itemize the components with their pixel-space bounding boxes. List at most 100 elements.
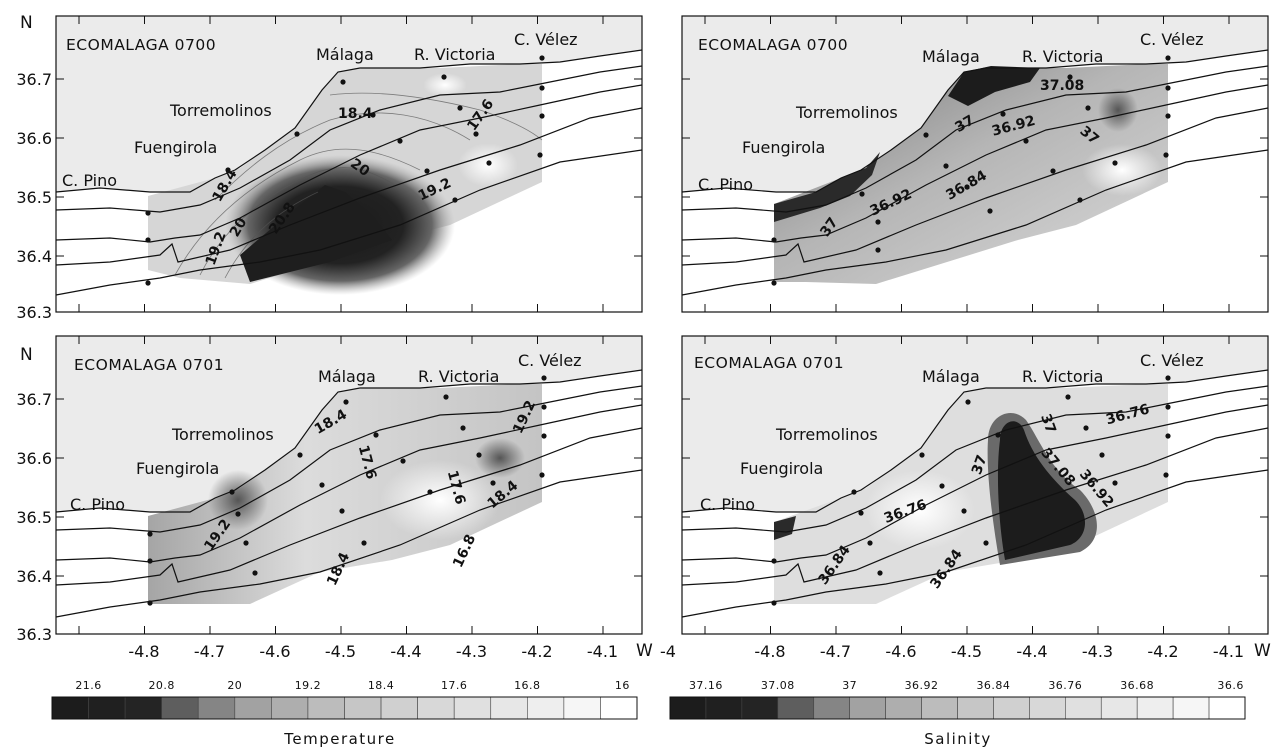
colorbar-title-temperature: Temperature <box>283 730 396 748</box>
lat-tick-label: 36.7 <box>16 390 52 409</box>
colorbar-swatch <box>197 696 236 720</box>
place-label-malaga: Málaga <box>922 47 980 66</box>
panel-frame <box>55 15 643 313</box>
lon-tick-label: -4.6 <box>259 642 290 661</box>
colorbar-swatch <box>957 696 994 720</box>
west-label-right: W <box>1254 641 1271 661</box>
colorbar-salinity: 37.16 37.08 37 36.92 36.84 36.76 36.68 36.6 <box>669 679 1246 720</box>
lat-tick-label: 36.5 <box>16 188 52 207</box>
lon-tick-label: -4.4 <box>390 642 421 661</box>
place-label-torremolinos: Torremolinos <box>169 101 272 120</box>
colorbar-frame <box>669 696 1246 720</box>
lon-tick-label: -4.6 <box>885 642 916 661</box>
panel-frame <box>55 335 643 635</box>
panel-temp-0701: ECOMALAGA 0701 Málaga R. Victoria C. Vél… <box>55 335 643 635</box>
contour-label: 37 <box>969 453 991 477</box>
lon-tick-label: -4.7 <box>194 642 225 661</box>
colorbar-swatch <box>380 696 418 720</box>
colorbar-swatch <box>1029 696 1066 720</box>
lat-tick-label: 36.6 <box>16 129 52 148</box>
colorbar-tick-label: 36.84 <box>976 679 1010 692</box>
colorbar-tick-label: 36.76 <box>1048 679 1082 692</box>
panel-frame <box>681 335 1269 635</box>
isobaths <box>681 369 1269 618</box>
place-label-rincon-victoria: R. Victoria <box>1022 47 1103 66</box>
high-salinity-core <box>948 66 1040 106</box>
colorbar-temperature: 21.6 20.8 20 19.2 18.4 17.6 16.8 16 <box>51 679 638 720</box>
colorbar-frame <box>51 696 638 720</box>
place-label-rincon-victoria: R. Victoria <box>414 45 495 64</box>
colorbar-tick-label: 36.92 <box>905 679 939 692</box>
panel-title: ECOMALAGA 0700 <box>66 36 216 54</box>
north-label-bottom: N <box>20 345 33 365</box>
west-label-left: W <box>636 641 653 661</box>
high-salinity-core <box>997 421 1086 560</box>
colorbar-swatch <box>669 696 707 720</box>
place-label-fuengirola: Fuengirola <box>740 459 823 478</box>
colorbar-swatch <box>124 696 162 720</box>
stations <box>145 55 545 286</box>
place-label-malaga: Málaga <box>922 367 980 386</box>
axes: 36.7 36.7 36.6 36.6 36.5 36.5 36.4 36.4 36.3 36.3… <box>16 16 1268 661</box>
colorbar-swatch <box>777 696 815 720</box>
lat-tick-label: 36.5 <box>16 508 52 527</box>
place-label-cabo-pino: C. Pino <box>700 495 755 514</box>
lon-tick-label: -4.8 <box>754 642 785 661</box>
colorbar-swatch <box>51 696 89 720</box>
panel-title: ECOMALAGA 0701 <box>74 356 224 374</box>
colorbar-swatch <box>271 696 309 720</box>
colorbar-swatch <box>1065 696 1102 720</box>
colorbar-swatch <box>1100 696 1138 720</box>
lat-tick-label: 36.3 <box>16 625 52 644</box>
colorbar-tick-label: 20.8 <box>148 679 175 692</box>
colorbar-tick-label: 19.2 <box>295 679 322 692</box>
stations <box>147 375 547 606</box>
colorbar-swatch <box>993 696 1030 720</box>
lon-tick-label: -4.2 <box>521 642 552 661</box>
colorbar-tick-label: 37 <box>842 679 857 692</box>
place-label-torremolinos: Torremolinos <box>171 425 274 444</box>
cool-spot-2 <box>423 73 467 97</box>
sampling-field <box>774 64 1168 284</box>
place-label-fuengirola: Fuengirola <box>742 138 825 157</box>
colorbar-tick-label: 37.16 <box>689 679 723 692</box>
colorbar-swatch <box>1136 696 1174 720</box>
colorbar-swatch <box>921 696 958 720</box>
place-label-cabo-pino: C. Pino <box>698 175 753 194</box>
place-label-fuengirola: Fuengirola <box>134 138 217 157</box>
colorbar-swatch <box>344 696 382 720</box>
lon-tick-label: -4.3 <box>1082 642 1113 661</box>
contour-label: 37 <box>1037 412 1059 436</box>
stations <box>771 375 1171 606</box>
lon-tick-label: -4.3 <box>456 642 487 661</box>
north-label-top: N <box>20 13 33 33</box>
colorbar-swatch <box>453 696 492 720</box>
colorbar-tick-label: 21.6 <box>75 679 102 692</box>
sampling-field <box>774 384 1168 604</box>
colorbar-tick-label: 16.8 <box>514 679 541 692</box>
colorbar-tick-label: 16 <box>615 679 630 692</box>
colorbar-swatch <box>849 696 886 720</box>
colorbar-swatch <box>417 696 455 720</box>
colorbar-swatch <box>885 696 922 720</box>
colorbar-swatch <box>527 696 565 720</box>
colorbar-tick-label: 20 <box>227 679 242 692</box>
place-label-cabo-pino: C. Pino <box>70 495 125 514</box>
isobaths <box>681 49 1269 296</box>
lon-tick-label: -4.8 <box>128 642 159 661</box>
place-label-malaga: Málaga <box>318 367 376 386</box>
lon-tick-label: -4.4 <box>1016 642 1047 661</box>
colorbar-title-salinity: Salinity <box>924 730 991 748</box>
salty-spot <box>1098 88 1138 132</box>
place-label-cabo-velez: C. Vélez <box>1140 351 1204 370</box>
high-salinity-west <box>774 516 796 540</box>
colorbar-swatch <box>161 696 199 720</box>
colorbar-swatch <box>88 696 126 720</box>
axis-letters: N N W W <box>20 13 1271 661</box>
place-label-cabo-pino: C. Pino <box>62 171 117 190</box>
panel-title: ECOMALAGA 0701 <box>694 354 844 372</box>
panel-frame <box>681 15 1269 313</box>
colorbar-tick-label: 17.6 <box>441 679 468 692</box>
colorbar-tick-label: 36.6 <box>1217 679 1244 692</box>
